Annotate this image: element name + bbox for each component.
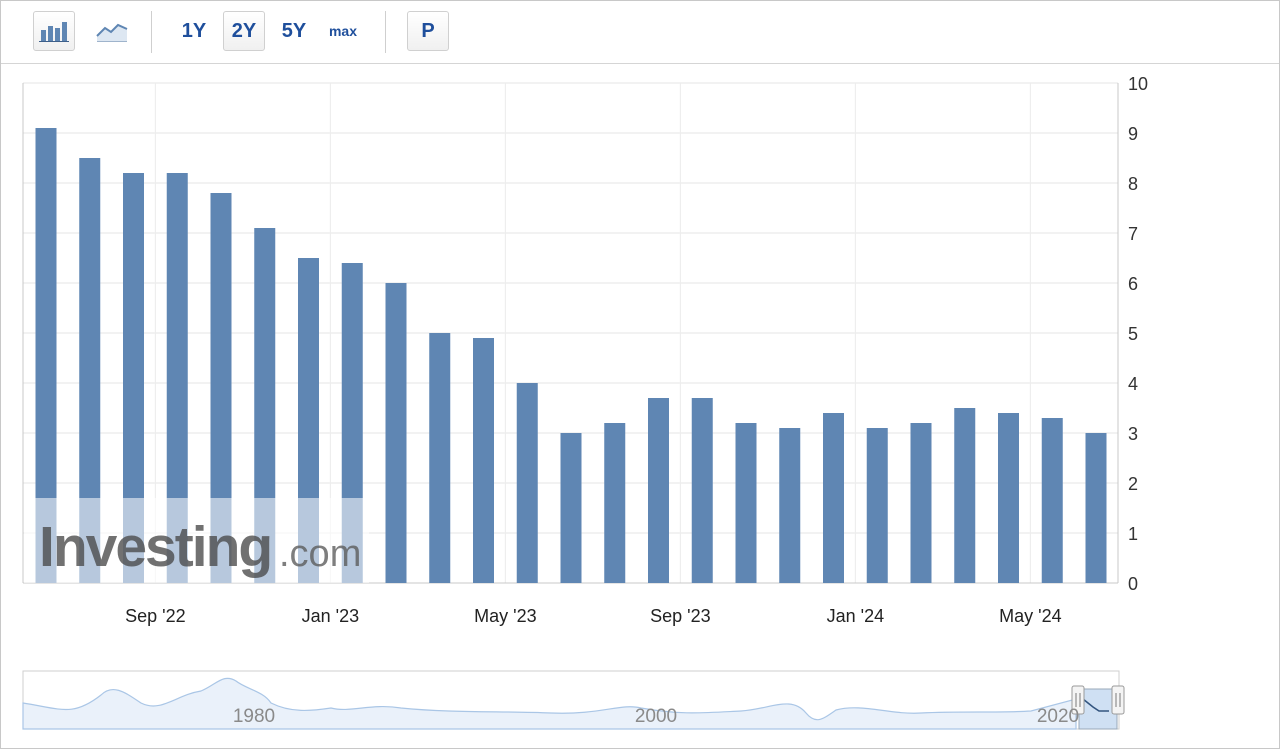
watermark-suffix: .com xyxy=(279,533,361,575)
navigator-label-2020: 2020 xyxy=(1037,706,1079,727)
watermark-brand: Investing xyxy=(39,515,271,579)
x-tick-label: Jan '23 xyxy=(302,606,359,626)
navigator-handle-left[interactable] xyxy=(1071,685,1085,715)
range-1y-button[interactable]: 1Y xyxy=(173,11,215,51)
y-tick-label: 3 xyxy=(1128,424,1138,444)
y-tick-label: 8 xyxy=(1128,174,1138,194)
y-tick-label: 6 xyxy=(1128,274,1138,294)
navigator-handle-right[interactable] xyxy=(1111,685,1125,715)
navigator-selection-line xyxy=(1082,698,1109,712)
bar[interactable] xyxy=(691,398,713,583)
bar[interactable] xyxy=(385,283,407,583)
bar[interactable] xyxy=(823,413,844,583)
toolbar-separator xyxy=(385,11,386,53)
y-tick-label: 10 xyxy=(1128,74,1148,94)
bar[interactable] xyxy=(998,413,1019,583)
x-tick-label: Sep '22 xyxy=(125,606,186,626)
navigator-selection[interactable] xyxy=(1078,688,1118,730)
bar[interactable] xyxy=(166,173,188,583)
y-tick-label: 9 xyxy=(1128,124,1138,144)
bar[interactable] xyxy=(779,428,801,583)
y-tick-label: 4 xyxy=(1128,374,1138,394)
y-tick-label: 2 xyxy=(1128,474,1138,494)
bar[interactable] xyxy=(910,423,932,583)
bar-chart: Investing .com 0 1 2 3 4 5 6 7 8 9 10 Sep '22 Jan '… xyxy=(22,74,1148,730)
line-chart-button[interactable] xyxy=(91,11,133,51)
p-button[interactable]: P xyxy=(407,11,449,51)
bar[interactable] xyxy=(648,398,669,583)
bar[interactable] xyxy=(735,423,757,583)
y-tick-label: 5 xyxy=(1128,324,1138,344)
x-tick-label: Sep '23 xyxy=(650,606,711,626)
navigator: 1980 2000 2020 xyxy=(22,670,1125,730)
range-5y-label: 5Y xyxy=(281,19,307,42)
bar[interactable] xyxy=(254,228,276,583)
x-axis: Sep '22 Jan '23 May '23 Sep '23 Jan '24 May '… xyxy=(125,606,1061,626)
bar[interactable] xyxy=(35,128,57,583)
bar[interactable] xyxy=(473,338,494,583)
navigator-series xyxy=(22,677,1077,730)
range-5y-button[interactable]: 5Y xyxy=(273,11,315,51)
navigator-label-2000: 2000 xyxy=(635,706,677,727)
range-2y-label: 2Y xyxy=(231,19,257,42)
y-axis: 0 1 2 3 4 5 6 7 8 9 10 xyxy=(1128,74,1148,594)
range-1y-label: 1Y xyxy=(181,19,207,42)
p-button-label: P xyxy=(421,19,435,42)
x-tick-label: May '24 xyxy=(999,606,1061,626)
bar-chart-button[interactable] xyxy=(33,11,75,51)
bar[interactable] xyxy=(1041,418,1063,583)
bar[interactable] xyxy=(210,193,232,583)
toolbar-separator xyxy=(151,11,152,53)
bar[interactable] xyxy=(1085,433,1107,583)
y-tick-label: 0 xyxy=(1128,574,1138,594)
y-tick-label: 1 xyxy=(1128,524,1138,544)
range-2y-button[interactable]: 2Y xyxy=(223,11,265,51)
bar-series xyxy=(24,128,1107,583)
bar[interactable] xyxy=(123,173,144,583)
navigator-label-1980: 1980 xyxy=(233,706,275,727)
bar-chart-icon xyxy=(39,22,69,42)
bar[interactable] xyxy=(604,423,626,583)
range-max-label: max xyxy=(328,23,358,39)
bar[interactable] xyxy=(954,408,976,583)
range-max-button[interactable]: max xyxy=(321,11,365,51)
x-tick-label: May '23 xyxy=(474,606,536,626)
line-chart-icon xyxy=(96,23,128,42)
bar[interactable] xyxy=(866,428,888,583)
bar[interactable] xyxy=(429,333,451,583)
x-tick-label: Jan '24 xyxy=(827,606,884,626)
bar[interactable] xyxy=(516,383,538,583)
watermark-overlay xyxy=(24,498,369,583)
chart-toolbar: 1Y 2Y 5Y max P xyxy=(1,1,1279,64)
bar[interactable] xyxy=(79,158,101,583)
y-tick-label: 7 xyxy=(1128,224,1138,244)
investing-watermark: Investing .com xyxy=(39,515,361,579)
bar[interactable] xyxy=(560,433,582,583)
